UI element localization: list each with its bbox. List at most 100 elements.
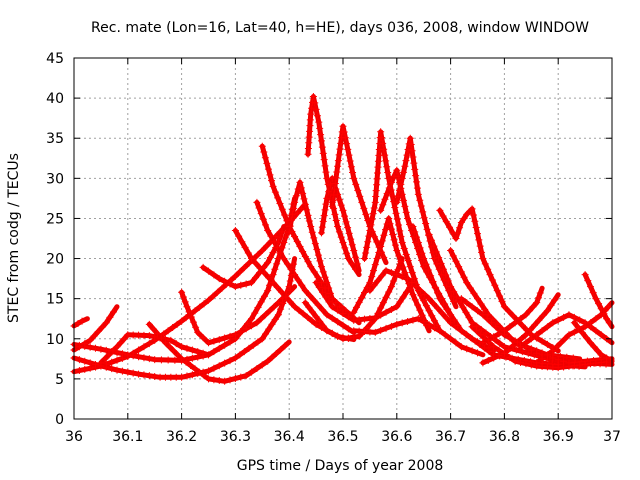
data-point-marker: [253, 364, 261, 372]
data-point-marker: [344, 313, 352, 321]
x-tick-label: 36.5: [327, 429, 358, 445]
data-point-marker: [273, 243, 281, 251]
data-point-marker: [379, 299, 387, 307]
data-point-marker: [182, 314, 190, 322]
data-point-marker: [371, 198, 379, 206]
data-point-marker: [135, 346, 143, 354]
data-point-marker: [333, 168, 341, 176]
data-point-marker: [274, 299, 282, 307]
data-point-marker: [369, 267, 377, 275]
data-point-marker: [398, 319, 406, 327]
data-point-marker: [570, 328, 578, 336]
data-point-marker: [303, 206, 311, 214]
data-point-marker: [478, 248, 486, 256]
data-point-marker: [248, 315, 256, 323]
data-point-marker: [391, 204, 399, 212]
data-point-marker: [264, 357, 272, 365]
data-point-marker: [341, 134, 349, 142]
data-point-marker: [534, 294, 542, 302]
data-point-marker: [319, 322, 327, 330]
data-point-marker: [409, 153, 417, 161]
data-point-marker: [205, 296, 212, 304]
data-point-marker: [436, 206, 444, 214]
data-point-marker: [377, 128, 385, 136]
data-point-marker: [413, 184, 421, 192]
data-point-marker: [315, 283, 323, 291]
data-point-marker: [268, 320, 276, 328]
data-point-marker: [382, 324, 390, 332]
data-point-marker: [484, 356, 492, 364]
data-point-marker: [382, 226, 390, 234]
data-point-marker: [319, 217, 327, 225]
data-point-marker: [560, 363, 568, 371]
data-point-marker: [191, 365, 199, 373]
data-point-marker: [447, 319, 455, 327]
data-point-marker: [465, 314, 473, 322]
data-point-marker: [167, 336, 175, 344]
data-point-marker: [102, 363, 110, 371]
data-point-marker: [399, 293, 407, 301]
data-point-marker: [280, 255, 288, 263]
data-point-marker: [344, 224, 352, 232]
data-point-marker: [286, 222, 294, 230]
data-point-marker: [402, 251, 410, 259]
data-point-marker: [597, 359, 605, 367]
data-point-marker: [584, 277, 592, 285]
data-point-marker: [565, 331, 573, 339]
data-point-marker: [592, 295, 600, 303]
data-point-marker: [248, 279, 256, 287]
data-point-marker: [386, 220, 394, 228]
data-point-marker: [325, 298, 333, 306]
data-point-marker: [269, 279, 277, 287]
data-point-marker: [179, 293, 187, 301]
data-point-marker: [308, 104, 316, 112]
data-point-marker: [268, 353, 276, 361]
data-point-marker: [565, 311, 573, 319]
axis-layer: 36 36.1 36.2 36.3 36.4 36.5 36.6 36.7 36.8 36.9 37…: [46, 51, 621, 445]
data-point-marker: [396, 298, 404, 306]
data-point-marker: [449, 252, 457, 260]
data-point-marker: [547, 301, 555, 309]
data-point-marker: [273, 283, 281, 291]
data-point-marker: [282, 293, 290, 301]
data-point-marker: [412, 172, 420, 180]
data-point-marker: [592, 359, 600, 367]
data-point-marker: [303, 313, 311, 321]
data-point-marker: [348, 241, 356, 249]
data-point-marker: [312, 313, 320, 321]
data-point-marker: [368, 273, 376, 281]
data-point-marker: [285, 228, 293, 236]
data-point-marker: [97, 359, 105, 367]
data-point-marker: [549, 319, 557, 327]
data-point-marker: [254, 303, 262, 311]
data-point-marker: [493, 287, 501, 295]
data-point-marker: [543, 340, 551, 348]
data-point-marker: [265, 325, 273, 333]
data-point-marker: [387, 269, 395, 277]
data-point-marker: [509, 312, 517, 320]
data-point-marker: [113, 366, 121, 374]
data-point-marker: [407, 285, 415, 293]
data-point-marker: [462, 308, 470, 316]
data-point-marker: [389, 230, 397, 238]
data-point-marker: [491, 281, 499, 289]
data-point-marker: [369, 210, 377, 218]
x-tick-label: 37: [603, 429, 621, 445]
data-point-marker: [335, 228, 343, 236]
data-point-marker: [188, 371, 196, 379]
data-point-marker: [270, 303, 278, 311]
data-point-marker: [305, 303, 313, 311]
data-point-marker: [161, 339, 169, 347]
data-point-marker: [379, 139, 387, 147]
data-point-marker: [434, 304, 442, 312]
data-point-marker: [173, 320, 181, 328]
data-point-marker: [364, 238, 372, 246]
data-point-marker: [554, 316, 562, 324]
data-point-marker: [288, 210, 296, 218]
data-point-marker: [209, 292, 217, 300]
data-point-marker: [341, 212, 349, 220]
data-point-marker: [522, 311, 530, 319]
data-point-marker: [408, 147, 416, 155]
data-point-marker: [488, 276, 496, 284]
data-point-marker: [393, 303, 401, 311]
